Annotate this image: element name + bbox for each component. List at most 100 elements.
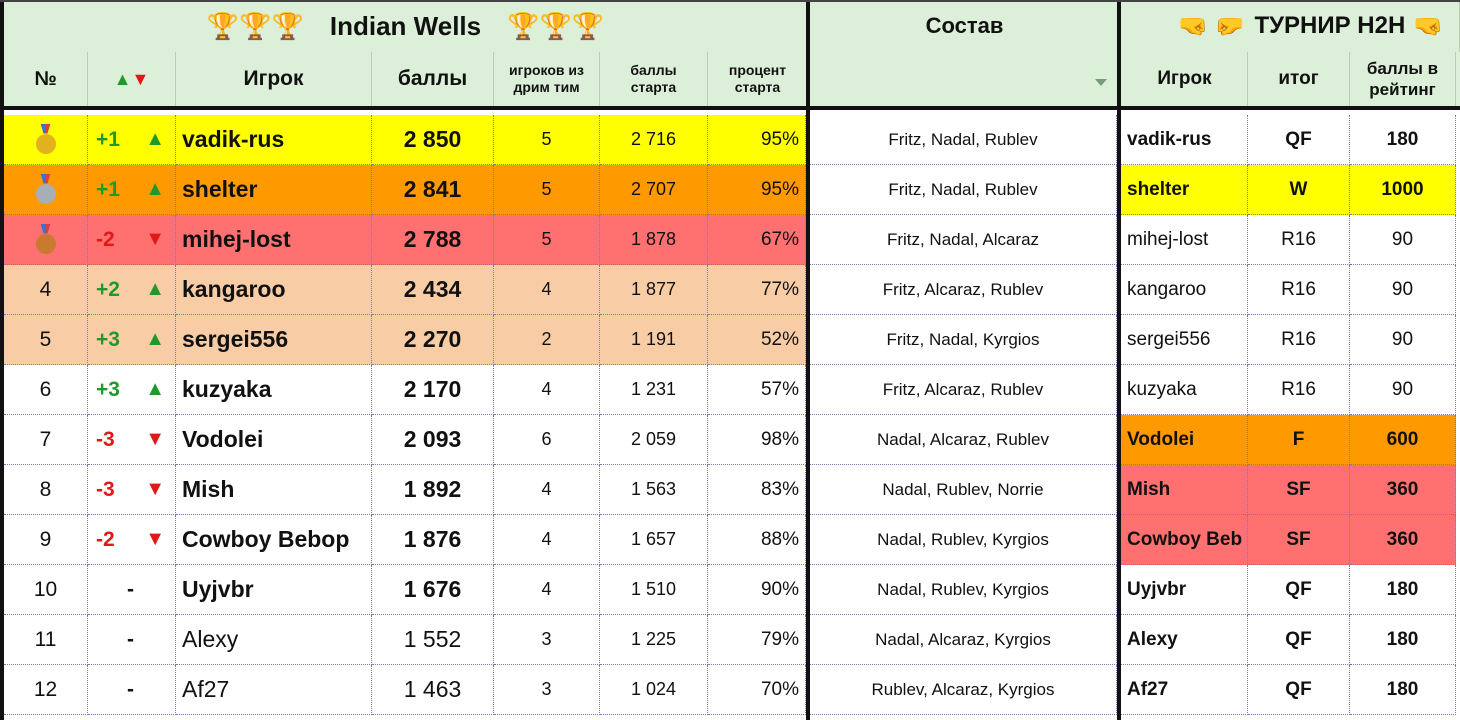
row-rank-cell[interactable]: 5 bbox=[4, 315, 88, 365]
rank-number: 4 bbox=[39, 277, 52, 301]
start-points: 2 716 bbox=[600, 115, 708, 165]
rank-change-cell[interactable]: +1 ▲ bbox=[88, 165, 176, 215]
h2h-player-name[interactable]: Alexy bbox=[1121, 615, 1248, 665]
player-name[interactable]: vadik-rus bbox=[176, 115, 372, 165]
h2h-player-name[interactable]: shelter bbox=[1121, 165, 1248, 215]
row-rank-cell[interactable]: 8 bbox=[4, 465, 88, 515]
rank-change-cell[interactable]: -2 ▼ bbox=[88, 215, 176, 265]
player-name[interactable]: Mish bbox=[176, 465, 372, 515]
col-header-change[interactable]: ▲ ▼ bbox=[88, 52, 176, 106]
lineup-cell: Nadal, Alcaraz, Rublev bbox=[810, 415, 1117, 465]
rank-change-cell[interactable]: +2 ▲ bbox=[88, 265, 176, 315]
h2h-rating-points: 180 bbox=[1350, 665, 1456, 715]
rank-change-cell[interactable]: -3 ▼ bbox=[88, 415, 176, 465]
rank-change-cell[interactable]: -2 ▼ bbox=[88, 515, 176, 565]
rank-change-cell[interactable]: +3 ▲ bbox=[88, 315, 176, 365]
col-header-h2h-player[interactable]: Игрок bbox=[1122, 52, 1248, 106]
start-points: 2 707 bbox=[600, 165, 708, 215]
rank-change-value: -3 bbox=[96, 427, 115, 451]
arrow-up-icon: ▲ bbox=[113, 68, 132, 89]
row-rank-cell[interactable] bbox=[4, 165, 88, 215]
row-rank-cell[interactable]: 6 bbox=[4, 365, 88, 415]
row-rank-cell[interactable]: 4 bbox=[4, 265, 88, 315]
start-points: 1 231 bbox=[600, 365, 708, 415]
rank-number: 8 bbox=[39, 477, 52, 501]
start-percent: 70% bbox=[708, 665, 806, 715]
col-header-points[interactable]: баллы bbox=[372, 52, 494, 106]
col-header-h2h-rating[interactable]: баллы в рейтинг bbox=[1350, 52, 1456, 106]
player-name[interactable]: kuzyaka bbox=[176, 365, 372, 415]
lineup-cell: Nadal, Rublev, Kyrgios bbox=[810, 515, 1117, 565]
h2h-result: R16 bbox=[1248, 215, 1350, 265]
bronze-medal-icon bbox=[35, 233, 56, 254]
h2h-player-name[interactable]: Vodolei bbox=[1121, 415, 1248, 465]
dream-team-count: 4 bbox=[494, 565, 600, 615]
rank-change-cell[interactable]: - bbox=[88, 615, 176, 665]
sostav-filter-header[interactable] bbox=[812, 52, 1118, 106]
player-points: 1 892 bbox=[372, 465, 494, 515]
start-percent: 95% bbox=[708, 115, 806, 165]
rank-change-cell[interactable]: - bbox=[88, 665, 176, 715]
h2h-player-name[interactable]: Uyjvbr bbox=[1121, 565, 1248, 615]
rank-change-value: - bbox=[127, 577, 134, 601]
gold-medal-icon bbox=[35, 133, 56, 154]
lineup-cell: Fritz, Alcaraz, Rublev bbox=[810, 265, 1117, 315]
row-rank-cell[interactable]: 12 bbox=[4, 665, 88, 715]
col-header-start-pct[interactable]: процент старта bbox=[708, 52, 808, 106]
h2h-player-name[interactable]: kangaroo bbox=[1121, 265, 1248, 315]
row-rank-cell[interactable]: 7 bbox=[4, 415, 88, 465]
col-header-num[interactable]: № bbox=[4, 52, 88, 106]
player-points: 2 841 bbox=[372, 165, 494, 215]
row-rank-cell[interactable]: 10 bbox=[4, 565, 88, 615]
row-rank-cell[interactable]: 9 bbox=[4, 515, 88, 565]
lineup-cell: Nadal, Rublev, Kyrgios bbox=[810, 565, 1117, 615]
col-header-start-points[interactable]: баллы старта bbox=[600, 52, 708, 106]
player-name[interactable]: shelter bbox=[176, 165, 372, 215]
col-header-dream[interactable]: игроков из дрим тим bbox=[494, 52, 600, 106]
player-points: 1 676 bbox=[372, 565, 494, 615]
h2h-result: QF bbox=[1248, 665, 1350, 715]
col-header-h2h-result[interactable]: итог bbox=[1248, 52, 1350, 106]
h2h-result: W bbox=[1248, 165, 1350, 215]
rank-change-cell[interactable]: +3 ▲ bbox=[88, 365, 176, 415]
row-rank-cell[interactable] bbox=[4, 215, 88, 265]
player-points: 2 850 bbox=[372, 115, 494, 165]
h2h-rating-points: 600 bbox=[1350, 415, 1456, 465]
rank-number: 6 bbox=[39, 377, 52, 401]
row-rank-cell[interactable] bbox=[4, 115, 88, 165]
h2h-player-name[interactable]: Cowboy Beb bbox=[1121, 515, 1248, 565]
h2h-player-name[interactable]: kuzyaka bbox=[1121, 365, 1248, 415]
col-header-player[interactable]: Игрок bbox=[176, 52, 372, 106]
h2h-player-name[interactable]: mihej-lost bbox=[1121, 215, 1248, 265]
h2h-title-cell: 🤜 🤛 ТУРНИР H2H 🤜 bbox=[1122, 0, 1460, 52]
player-name[interactable]: sergei556 bbox=[176, 315, 372, 365]
header-top-border bbox=[0, 0, 1460, 2]
h2h-player-name[interactable]: vadik-rus bbox=[1121, 115, 1248, 165]
rank-change-cell[interactable]: -3 ▼ bbox=[88, 465, 176, 515]
row-rank-cell[interactable]: 11 bbox=[4, 615, 88, 665]
dream-team-count: 3 bbox=[494, 665, 600, 715]
player-name[interactable]: mihej-lost bbox=[176, 215, 372, 265]
trophy-icon: 🏆🏆🏆 bbox=[206, 10, 304, 41]
arrow-up-icon: ▲ bbox=[145, 328, 165, 350]
rank-change-cell[interactable]: +1 ▲ bbox=[88, 115, 176, 165]
player-name[interactable]: Cowboy Bebop bbox=[176, 515, 372, 565]
player-name[interactable]: Uyjvbr bbox=[176, 565, 372, 615]
h2h-player-name[interactable]: sergei556 bbox=[1121, 315, 1248, 365]
header-bottom-border bbox=[0, 106, 1460, 110]
arrow-up-icon: ▲ bbox=[145, 128, 165, 150]
rank-number: 10 bbox=[33, 577, 58, 601]
player-name[interactable]: Alexy bbox=[176, 615, 372, 665]
arrow-up-icon: ▲ bbox=[145, 278, 165, 300]
h2h-rating-points: 360 bbox=[1350, 515, 1456, 565]
player-name[interactable]: Vodolei bbox=[176, 415, 372, 465]
dropdown-arrow-icon[interactable] bbox=[1095, 79, 1107, 86]
dream-team-count: 4 bbox=[494, 465, 600, 515]
rank-change-cell[interactable]: - bbox=[88, 565, 176, 615]
rank-number: 5 bbox=[39, 327, 52, 351]
h2h-player-name[interactable]: Mish bbox=[1121, 465, 1248, 515]
h2h-player-name[interactable]: Af27 bbox=[1121, 665, 1248, 715]
player-name[interactable]: Af27 bbox=[176, 665, 372, 715]
player-name[interactable]: kangaroo bbox=[176, 265, 372, 315]
sostav-title: Состав bbox=[925, 13, 1004, 38]
